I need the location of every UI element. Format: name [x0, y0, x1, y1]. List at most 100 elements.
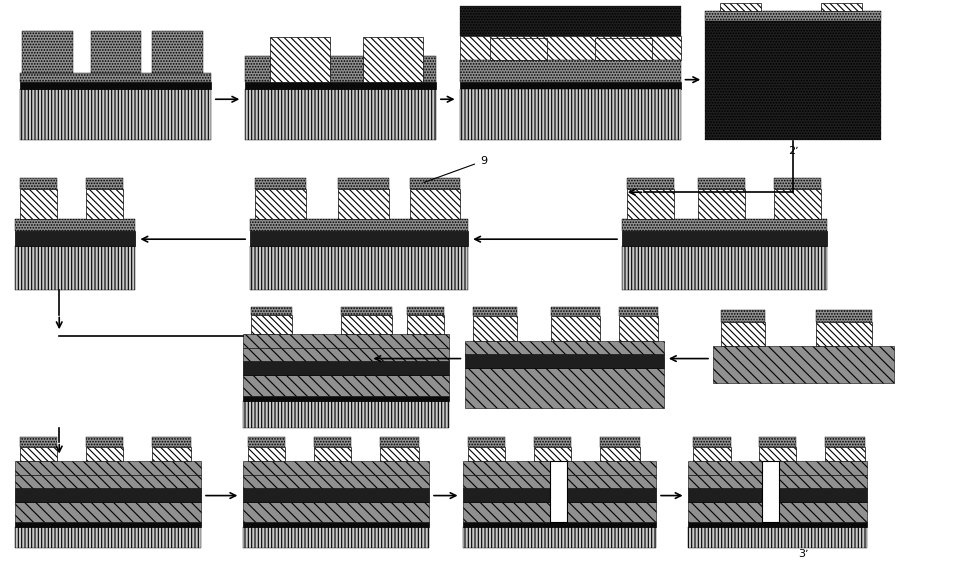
Bar: [463, 527, 655, 549]
Bar: [688, 488, 866, 503]
Bar: [533, 447, 571, 461]
Bar: [250, 246, 468, 290]
Bar: [688, 527, 866, 549]
Bar: [825, 447, 864, 461]
Bar: [337, 189, 388, 219]
Bar: [460, 60, 680, 82]
Bar: [20, 177, 58, 189]
Bar: [15, 522, 201, 527]
Bar: [248, 437, 285, 447]
Text: 3ʼ: 3ʼ: [797, 549, 807, 559]
Bar: [595, 38, 652, 60]
Bar: [460, 82, 680, 89]
Bar: [621, 231, 826, 246]
Bar: [618, 316, 657, 341]
Bar: [704, 21, 880, 140]
Bar: [20, 437, 58, 447]
Bar: [243, 488, 429, 503]
Bar: [243, 522, 429, 527]
Bar: [720, 323, 764, 346]
Bar: [473, 307, 517, 316]
Bar: [251, 307, 292, 315]
Bar: [463, 475, 655, 488]
Bar: [152, 437, 191, 447]
Bar: [15, 246, 135, 290]
Bar: [15, 475, 201, 488]
Bar: [460, 36, 680, 60]
Bar: [688, 503, 866, 522]
Bar: [688, 475, 866, 488]
Bar: [243, 461, 429, 475]
Bar: [243, 503, 429, 522]
Bar: [815, 323, 872, 346]
Bar: [758, 447, 796, 461]
Bar: [337, 177, 388, 189]
Bar: [243, 475, 429, 488]
Bar: [22, 31, 73, 73]
Bar: [460, 6, 680, 36]
Bar: [15, 461, 201, 475]
Bar: [250, 231, 468, 246]
Bar: [251, 315, 292, 334]
Bar: [15, 488, 201, 503]
Bar: [688, 461, 866, 475]
Bar: [313, 447, 351, 461]
Bar: [152, 31, 203, 73]
Bar: [90, 31, 141, 73]
Bar: [533, 437, 571, 447]
Bar: [380, 437, 419, 447]
Bar: [627, 189, 673, 219]
Bar: [362, 36, 423, 82]
Bar: [465, 353, 663, 369]
Bar: [773, 189, 820, 219]
Bar: [86, 177, 123, 189]
Bar: [463, 522, 655, 527]
Bar: [704, 11, 880, 21]
Bar: [820, 3, 861, 11]
Bar: [245, 89, 435, 140]
Bar: [761, 461, 778, 522]
Bar: [719, 3, 760, 11]
Bar: [468, 437, 505, 447]
Bar: [341, 307, 391, 315]
Bar: [243, 334, 448, 348]
Bar: [20, 73, 210, 82]
Bar: [313, 437, 351, 447]
Bar: [243, 348, 448, 361]
Bar: [551, 316, 600, 341]
Bar: [20, 189, 58, 219]
Bar: [243, 401, 448, 428]
Bar: [698, 189, 745, 219]
Bar: [243, 396, 448, 401]
Bar: [549, 461, 567, 522]
Bar: [627, 177, 673, 189]
Bar: [468, 447, 505, 461]
Bar: [152, 447, 191, 461]
Bar: [341, 315, 391, 334]
Bar: [243, 361, 448, 375]
Bar: [248, 447, 285, 461]
Bar: [463, 461, 655, 475]
Bar: [15, 527, 201, 549]
Bar: [409, 177, 460, 189]
Bar: [255, 177, 306, 189]
Bar: [698, 177, 745, 189]
Bar: [489, 38, 546, 60]
Bar: [20, 89, 210, 140]
Bar: [688, 522, 866, 527]
Bar: [825, 437, 864, 447]
Bar: [245, 82, 435, 89]
Bar: [600, 437, 639, 447]
Text: 2ʼ: 2ʼ: [787, 146, 798, 156]
Bar: [720, 310, 764, 323]
Text: 9: 9: [424, 156, 486, 182]
Bar: [407, 307, 443, 315]
Bar: [621, 219, 826, 231]
Bar: [245, 56, 435, 82]
Bar: [407, 315, 443, 334]
Bar: [460, 89, 680, 140]
Bar: [815, 310, 872, 323]
Bar: [773, 177, 820, 189]
Bar: [618, 307, 657, 316]
Bar: [243, 375, 448, 396]
